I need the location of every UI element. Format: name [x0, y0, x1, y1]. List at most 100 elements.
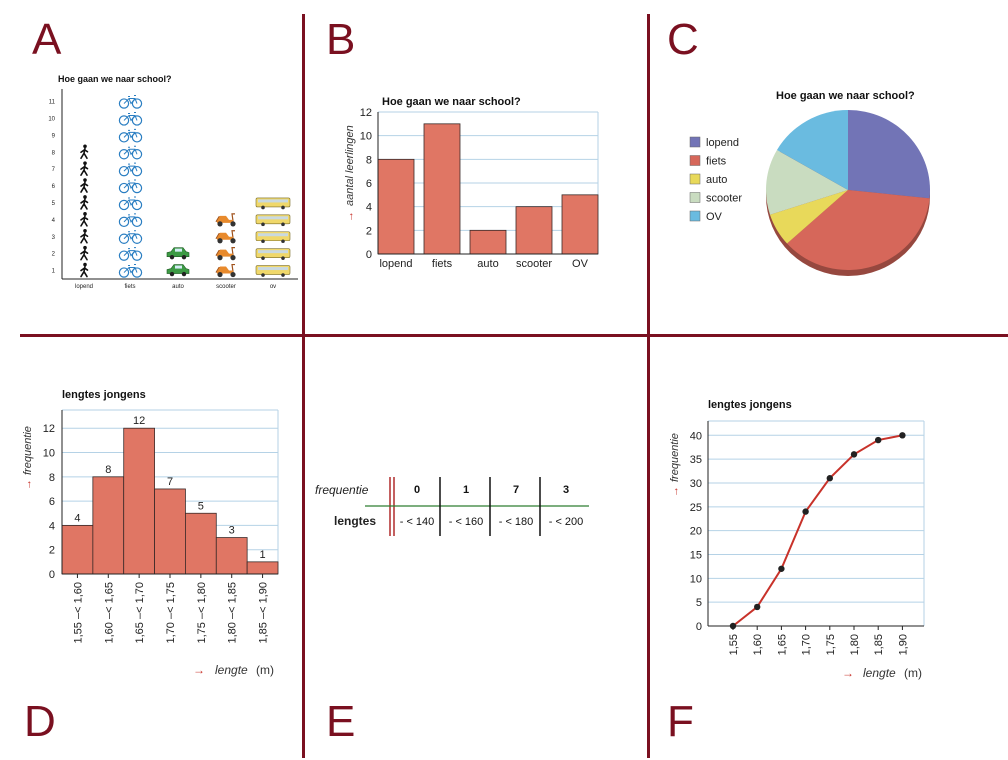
table-frequency-cell: 0 [414, 484, 420, 496]
bus-windows [258, 233, 288, 237]
x-tick-label: 1,55 [728, 634, 740, 655]
bus-windows [258, 216, 288, 220]
panel-letter-f: F [667, 697, 694, 746]
x-tick-label: 1,80 –< 1,85 [227, 582, 239, 643]
y-tick-label: 30 [690, 478, 702, 490]
x-tick-label: 1,65 [776, 634, 788, 655]
bicycle-wheel [131, 115, 143, 126]
y-tick-label: 12 [43, 423, 55, 435]
walker-body [80, 265, 89, 278]
bus-icon [255, 231, 291, 244]
table-class-cell: - < 140 [400, 516, 435, 528]
bicycle-wheel [118, 182, 130, 194]
car-window [175, 248, 182, 252]
walker-head [83, 161, 87, 165]
x-axis-unit: (m) [904, 666, 922, 680]
y-tick-label: 6 [52, 184, 56, 190]
panel-letter-d: D [24, 697, 56, 746]
bicycle-wheel [131, 182, 143, 194]
walker-icon [80, 245, 89, 261]
series-line [732, 434, 903, 627]
data-label: 7 [167, 476, 173, 488]
bicycle-frame [123, 128, 138, 139]
x-tick-label: lopend [75, 284, 93, 290]
chart-title: Hoe gaan we naar school? [382, 96, 521, 108]
scooter-wheel [230, 221, 236, 227]
x-tick-label: fiets [124, 284, 135, 290]
walker-body [80, 248, 89, 261]
bus-windows [258, 267, 288, 271]
chart-title: lengtes jongens [62, 389, 146, 401]
x-tick-label: auto [477, 258, 498, 270]
scooter-body [217, 215, 234, 223]
y-axis-title: → aantal leerlingen [344, 125, 356, 222]
bicycle-icon [118, 213, 143, 228]
legend-swatch [689, 210, 701, 222]
chart-title: lengtes jongens [708, 399, 792, 411]
y-tick-label: 10 [360, 131, 372, 143]
table-frequency-cell: 1 [463, 484, 469, 496]
car-body [166, 247, 190, 257]
bicycle-icon [118, 145, 143, 160]
car-icon [166, 247, 190, 260]
car-body [166, 264, 190, 274]
histogram-bar [61, 525, 94, 575]
data-point [826, 475, 833, 482]
x-tick-label: 1,80 [849, 634, 861, 655]
bicycle-wheel [131, 216, 143, 228]
y-tick-label: 25 [690, 502, 702, 514]
pie-slice [766, 150, 848, 215]
histogram-bar [154, 488, 186, 575]
y-tick-label: 8 [366, 154, 372, 166]
bicycle-icon [118, 95, 143, 109]
scooter-body [217, 266, 234, 274]
y-axis-arrow: → [22, 479, 34, 490]
x-tick-label: 1,85 [873, 634, 885, 655]
bicycle-icon [118, 196, 143, 211]
y-tick-label: 9 [52, 133, 56, 139]
bar-chart: Hoe gaan we naar school? 0 2 4 6 8 10 12 lopend f… [344, 96, 599, 270]
cumulative-line-chart: lengtes jongens 0 5 10 15 20 25 30 35 40 1,55 1,60 1… [669, 399, 925, 680]
bicycle-wheel [131, 250, 143, 261]
bus-icon [255, 265, 291, 277]
data-label: 1 [260, 549, 266, 561]
y-axis-arrow: → [344, 211, 356, 222]
x-tick-label: 1,60 [752, 634, 764, 655]
legend-label: fiets [706, 156, 727, 168]
bicycle-frame [123, 95, 138, 105]
bus-wheel [281, 256, 285, 260]
histogram-bar [123, 427, 155, 575]
x-tick-label: 1,75 [825, 634, 837, 655]
bus-windows [258, 199, 288, 203]
table-class-cell: - < 180 [499, 516, 534, 528]
y-tick-label: 10 [48, 116, 55, 122]
walker-head [83, 245, 87, 250]
x-axis-unit: (m) [256, 663, 274, 677]
bus-windows [258, 250, 288, 254]
bus-wheel [261, 239, 265, 244]
y-tick-label: 2 [52, 252, 56, 258]
pie-slice [776, 110, 848, 190]
x-tick-label: 1,70 –< 1,75 [165, 582, 177, 643]
bar [377, 158, 415, 255]
scooter-wheel [217, 238, 223, 244]
walker-icon [80, 195, 89, 210]
bar [469, 229, 507, 255]
bus-wheel [281, 273, 285, 277]
bicycle-frame [123, 111, 138, 122]
y-tick-label: 2 [49, 545, 55, 557]
vertical-divider-right [647, 14, 650, 758]
y-tick-label: 35 [690, 454, 702, 466]
bus-wheel [261, 256, 265, 260]
pie-slice [770, 190, 848, 244]
bicycle-wheel [118, 267, 130, 278]
bicycle-wheel [118, 132, 130, 143]
y-tick-label: 4 [52, 218, 56, 224]
car-wheel [169, 271, 175, 277]
car-wheel [181, 271, 187, 277]
bus-icon [255, 214, 291, 227]
bicycle-wheel [118, 149, 130, 160]
panel-letter-c: C [667, 15, 699, 64]
bicycle-icon [118, 128, 143, 143]
data-label: 3 [229, 525, 235, 537]
